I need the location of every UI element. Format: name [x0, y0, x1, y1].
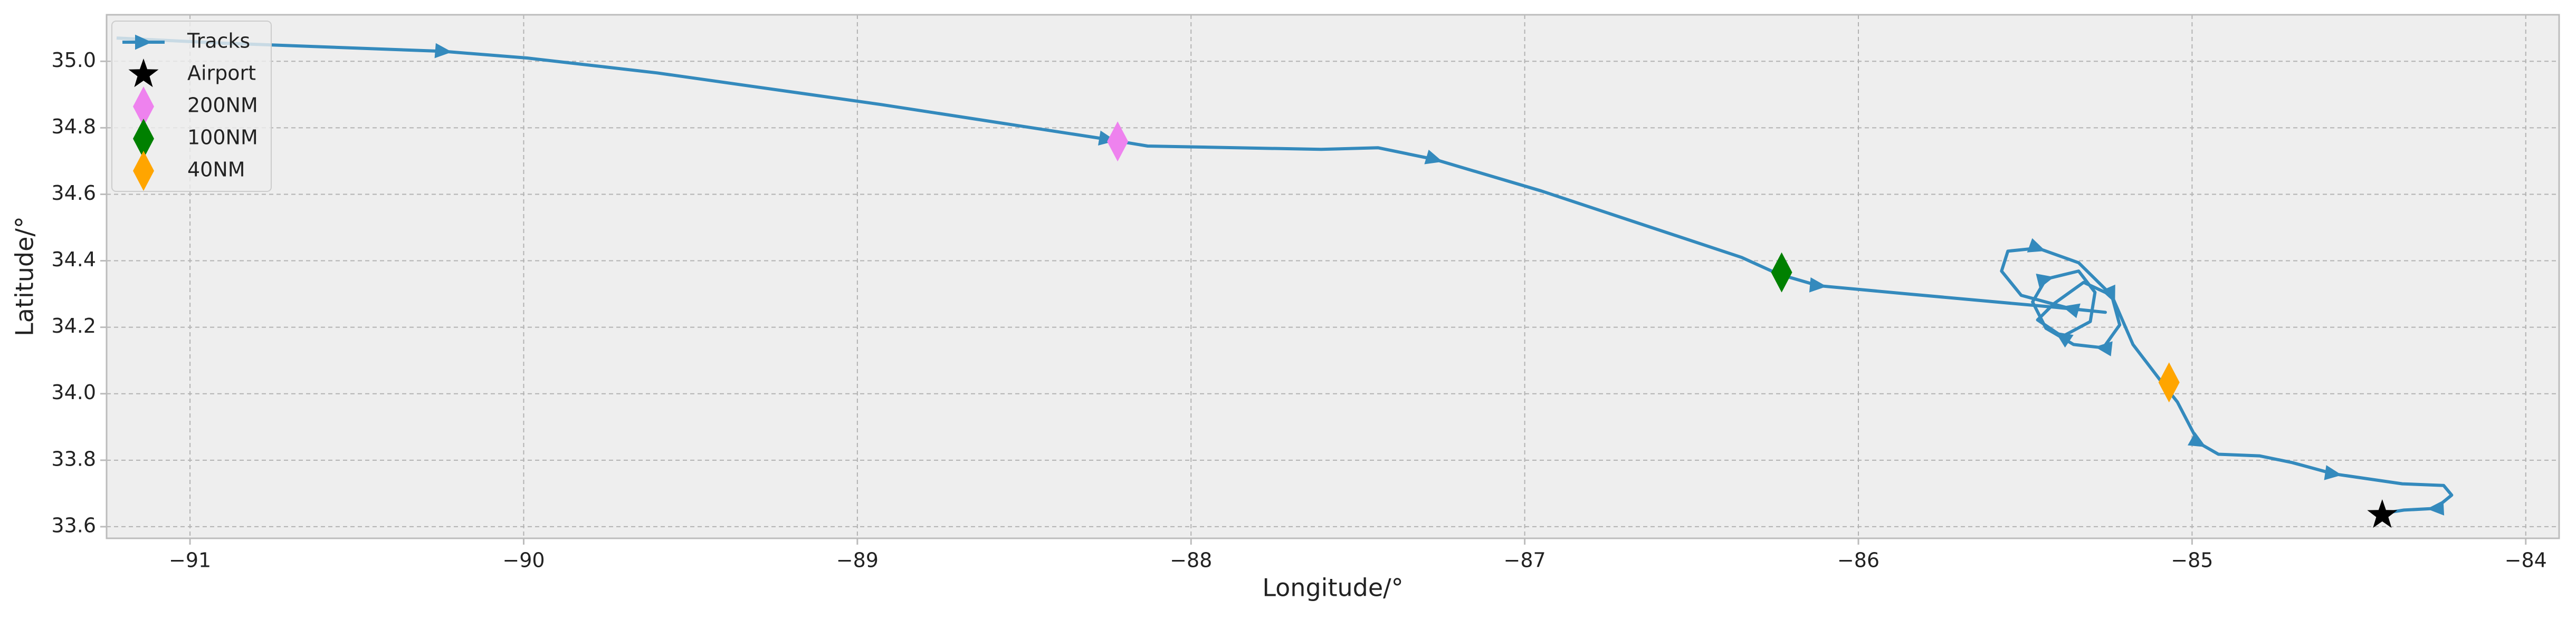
legend-diamond [133, 151, 154, 191]
x-tick-label: −86 [1837, 549, 1879, 572]
y-tick-label: 34.4 [51, 248, 96, 271]
star-marker [2367, 499, 2398, 528]
direction-arrow [2036, 274, 2054, 288]
direction-arrow [1424, 149, 1443, 165]
legend-diamond [133, 119, 154, 159]
y-tick-label: 34.0 [51, 381, 96, 404]
direction-arrow [1809, 277, 1827, 293]
y-tick-label: 35.0 [51, 49, 96, 72]
legend-label: 100NM [187, 126, 258, 149]
legend-label: 200NM [187, 94, 258, 117]
x-tick-label: −88 [1170, 549, 1212, 572]
direction-arrow [2101, 284, 2115, 303]
x-axis-label: Longitude/° [1262, 574, 1403, 602]
legend-star [128, 59, 159, 88]
diamond-marker [1771, 252, 1792, 293]
direction-arrow [2427, 500, 2445, 516]
diamond-marker [1107, 121, 1129, 162]
legend: Tracks Airport 200NM 100NM 40NM [111, 21, 272, 192]
direction-arrow [2188, 432, 2206, 447]
y-axis-label: Latitude/° [11, 216, 39, 336]
direction-arrow [2027, 238, 2046, 253]
y-tick-label: 34.8 [51, 115, 96, 138]
direction-arrow [135, 34, 152, 50]
plot-area [107, 15, 2559, 538]
direction-arrow [434, 43, 452, 59]
x-tick-label: −85 [2171, 549, 2213, 572]
plot-frame [106, 14, 2560, 539]
diamond-marker [2158, 362, 2180, 403]
x-tick-label: −89 [836, 549, 879, 572]
legend-label: Airport [187, 62, 256, 85]
y-tick-label: 33.8 [51, 447, 96, 470]
direction-arrow [2055, 332, 2074, 348]
direction-arrow [2062, 303, 2081, 318]
grid [100, 15, 2559, 545]
y-tick-label: 34.6 [51, 181, 96, 205]
direction-arrow [2324, 465, 2342, 480]
marks [116, 36, 2454, 528]
direction-arrow [2095, 341, 2113, 356]
x-tick-label: −91 [169, 549, 211, 572]
x-tick-label: −87 [1504, 549, 1546, 572]
legend-diamond [133, 86, 154, 127]
legend-box [111, 21, 272, 192]
y-tick-label: 33.6 [51, 514, 96, 537]
legend-label: Tracks [187, 30, 250, 53]
legend-label: 40NM [187, 158, 245, 181]
x-tick-label: −90 [502, 549, 545, 572]
y-tick-label: 34.2 [51, 314, 96, 337]
x-tick-label: −84 [2505, 549, 2547, 572]
